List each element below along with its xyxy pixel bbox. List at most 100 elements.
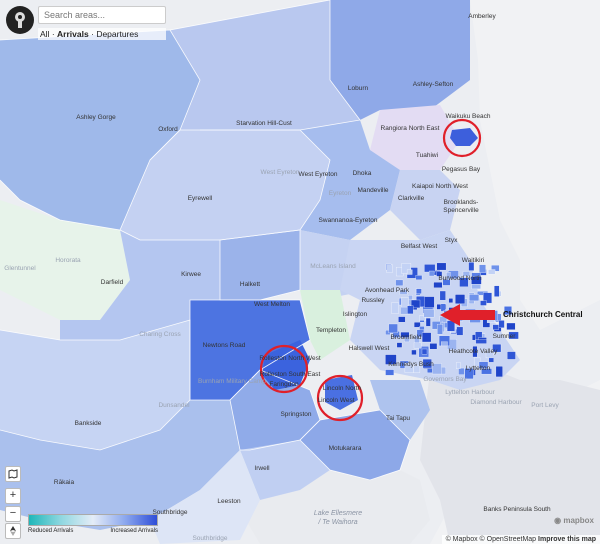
urban-area-cell[interactable] [410, 299, 421, 309]
urban-area-cell[interactable] [401, 263, 412, 274]
area-starvation-hill[interactable] [170, 0, 360, 130]
map-layers-button[interactable] [5, 466, 21, 482]
compass-button[interactable] [5, 523, 21, 539]
urban-area-cell[interactable] [439, 290, 446, 301]
area-dunsandel[interactable] [0, 400, 240, 530]
urban-area-cell[interactable] [404, 363, 414, 373]
urban-area-cell[interactable] [421, 332, 432, 343]
urban-area-cell[interactable] [464, 368, 474, 380]
area-waikuku[interactable] [450, 128, 478, 146]
urban-area-cell[interactable] [507, 351, 516, 360]
area-newtons-road[interactable] [190, 300, 310, 400]
urban-area-cell[interactable] [469, 294, 480, 302]
urban-area-cell[interactable] [491, 265, 500, 272]
area-rolleston[interactable] [262, 340, 310, 390]
urban-area-cell[interactable] [400, 331, 410, 338]
urban-area-cell[interactable] [419, 315, 426, 321]
area-tai-tapu[interactable] [370, 380, 430, 440]
attribution-osm[interactable]: © OpenStreetMap [479, 536, 537, 543]
urban-area-cell[interactable] [388, 323, 398, 334]
area-charing[interactable] [0, 320, 190, 450]
search-input[interactable] [38, 6, 166, 24]
urban-area-cell[interactable] [416, 288, 422, 294]
app-logo[interactable] [6, 6, 34, 34]
urban-area-cell[interactable] [479, 264, 486, 273]
urban-area-cell[interactable] [488, 269, 496, 275]
area-clarkville[interactable] [390, 170, 460, 240]
urban-area-cell[interactable] [407, 305, 414, 315]
urban-area-cell[interactable] [385, 354, 397, 365]
area-swannanoa[interactable] [300, 120, 400, 240]
urban-area-cell[interactable] [483, 292, 492, 304]
urban-area-cell[interactable] [456, 362, 461, 369]
urban-area-cell[interactable] [396, 342, 403, 348]
urban-area-cell[interactable] [504, 306, 512, 315]
urban-area-cell[interactable] [455, 294, 466, 304]
urban-area-cell[interactable] [429, 343, 438, 350]
mapbox-logo[interactable]: ◉ mapbox [554, 516, 594, 525]
area-leeston[interactable] [150, 450, 260, 544]
urban-area-cell[interactable] [413, 322, 421, 328]
urban-area-cell[interactable] [468, 262, 475, 271]
urban-area-cell[interactable] [432, 363, 442, 375]
urban-area-cell[interactable] [471, 284, 481, 290]
zoom-out-button[interactable]: − [5, 506, 21, 522]
urban-area-cell[interactable] [398, 316, 406, 323]
urban-area-cell[interactable] [421, 348, 428, 355]
urban-area-cell[interactable] [386, 264, 393, 273]
urban-area-cell[interactable] [413, 342, 422, 349]
urban-area-cell[interactable] [459, 277, 469, 287]
urban-area-cell[interactable] [478, 361, 489, 369]
urban-area-cell[interactable] [506, 322, 516, 330]
area-springston[interactable] [230, 370, 320, 450]
urban-area-cell[interactable] [508, 331, 519, 340]
urban-area-cell[interactable] [492, 324, 499, 330]
area-glentunnel[interactable] [0, 200, 130, 320]
urban-area-cell[interactable] [399, 289, 408, 295]
urban-area-cell[interactable] [437, 324, 443, 335]
area-templeton[interactable] [300, 290, 350, 360]
urban-area-cell[interactable] [391, 302, 399, 314]
urban-area-cell[interactable] [436, 262, 447, 271]
urban-area-cell[interactable] [475, 339, 487, 344]
urban-area-cell[interactable] [423, 309, 435, 318]
urban-area-cell[interactable] [395, 279, 404, 286]
urban-area-cell[interactable] [401, 297, 409, 308]
urban-area-cell[interactable] [406, 269, 413, 275]
attribution-mapbox[interactable]: © Mapbox [445, 536, 478, 543]
zoom-in-button[interactable]: + [5, 488, 21, 504]
urban-area-cell[interactable] [413, 365, 421, 373]
urban-area-cell[interactable] [415, 275, 423, 280]
urban-area-cell[interactable] [485, 350, 494, 359]
urban-area-cell[interactable] [492, 344, 502, 353]
mode-all[interactable]: All [40, 29, 50, 39]
urban-area-cell[interactable] [472, 346, 478, 358]
urban-area-cell[interactable] [425, 317, 431, 327]
urban-area-cell[interactable] [411, 349, 417, 355]
urban-area-cell[interactable] [446, 272, 451, 280]
mode-departures[interactable]: Departures [96, 29, 139, 39]
urban-area-cell[interactable] [456, 326, 464, 336]
area-kirwee[interactable] [60, 230, 220, 340]
urban-area-cell[interactable] [436, 271, 443, 277]
urban-area-cell[interactable] [471, 276, 482, 285]
urban-area-cell[interactable] [440, 303, 446, 312]
urban-area-cell[interactable] [428, 270, 435, 277]
area-eyrewell[interactable] [120, 130, 330, 240]
area-motukarara[interactable] [300, 410, 410, 480]
area-lincoln[interactable] [325, 375, 358, 410]
urban-area-cell[interactable] [458, 367, 465, 375]
mode-arrivals[interactable]: Arrivals [57, 29, 89, 39]
urban-area-cell[interactable] [498, 320, 505, 328]
area-irwell[interactable] [240, 440, 330, 500]
urban-area-cell[interactable] [495, 366, 503, 378]
urban-area-cell[interactable] [441, 341, 448, 347]
area-loburn[interactable] [330, 0, 470, 120]
area-ashley-gorge[interactable] [0, 30, 200, 230]
urban-area-cell[interactable] [448, 298, 454, 303]
urban-area-cell[interactable] [480, 300, 487, 306]
area-rangiora[interactable] [370, 105, 460, 170]
area-halkett[interactable] [220, 230, 300, 300]
urban-area-cell[interactable] [462, 271, 470, 277]
